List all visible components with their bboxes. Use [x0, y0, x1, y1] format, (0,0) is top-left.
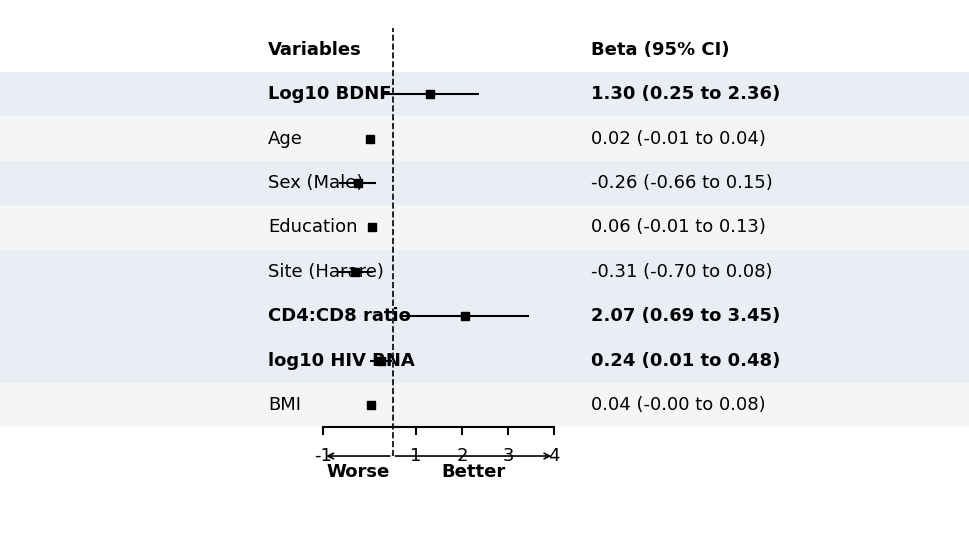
- Text: 0.04 (-0.00 to 0.08): 0.04 (-0.00 to 0.08): [591, 396, 766, 414]
- Text: log10 HIV RNA: log10 HIV RNA: [267, 352, 414, 370]
- Bar: [0, 250, 969, 294]
- Text: Variables: Variables: [267, 41, 361, 58]
- Text: 2: 2: [455, 447, 467, 465]
- Bar: [0, 205, 969, 250]
- Text: CD4:CD8 ratio: CD4:CD8 ratio: [267, 307, 410, 325]
- Bar: [0, 383, 969, 427]
- Text: 0.02 (-0.01 to 0.04): 0.02 (-0.01 to 0.04): [591, 129, 766, 148]
- Text: 1: 1: [410, 447, 421, 465]
- Text: -0.31 (-0.70 to 0.08): -0.31 (-0.70 to 0.08): [591, 263, 772, 281]
- Text: 4: 4: [548, 447, 559, 465]
- Text: Worse: Worse: [326, 462, 390, 480]
- Text: 0.06 (-0.01 to 0.13): 0.06 (-0.01 to 0.13): [591, 218, 766, 236]
- Text: Age: Age: [267, 129, 302, 148]
- Text: Beta (95% CI): Beta (95% CI): [591, 41, 729, 58]
- Bar: [0, 72, 969, 116]
- Text: -0.26 (-0.66 to 0.15): -0.26 (-0.66 to 0.15): [591, 174, 772, 192]
- Text: Sex (Male): Sex (Male): [267, 174, 363, 192]
- Bar: [0, 338, 969, 383]
- Text: Better: Better: [441, 462, 505, 480]
- Text: 0.24 (0.01 to 0.48): 0.24 (0.01 to 0.48): [591, 352, 780, 370]
- Bar: [0, 116, 969, 161]
- Text: Log10 BDNF: Log10 BDNF: [267, 85, 391, 103]
- Text: 3: 3: [502, 447, 514, 465]
- Text: -1: -1: [314, 447, 332, 465]
- Text: Site (Harare): Site (Harare): [267, 263, 384, 281]
- Bar: [0, 161, 969, 205]
- Bar: [0, 294, 969, 338]
- Text: 1.30 (0.25 to 2.36): 1.30 (0.25 to 2.36): [591, 85, 780, 103]
- Text: 2.07 (0.69 to 3.45): 2.07 (0.69 to 3.45): [591, 307, 780, 325]
- Text: Education: Education: [267, 218, 357, 236]
- Text: BMI: BMI: [267, 396, 300, 414]
